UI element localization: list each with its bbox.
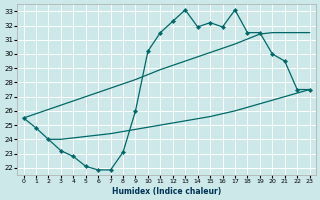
X-axis label: Humidex (Indice chaleur): Humidex (Indice chaleur) bbox=[112, 187, 221, 196]
